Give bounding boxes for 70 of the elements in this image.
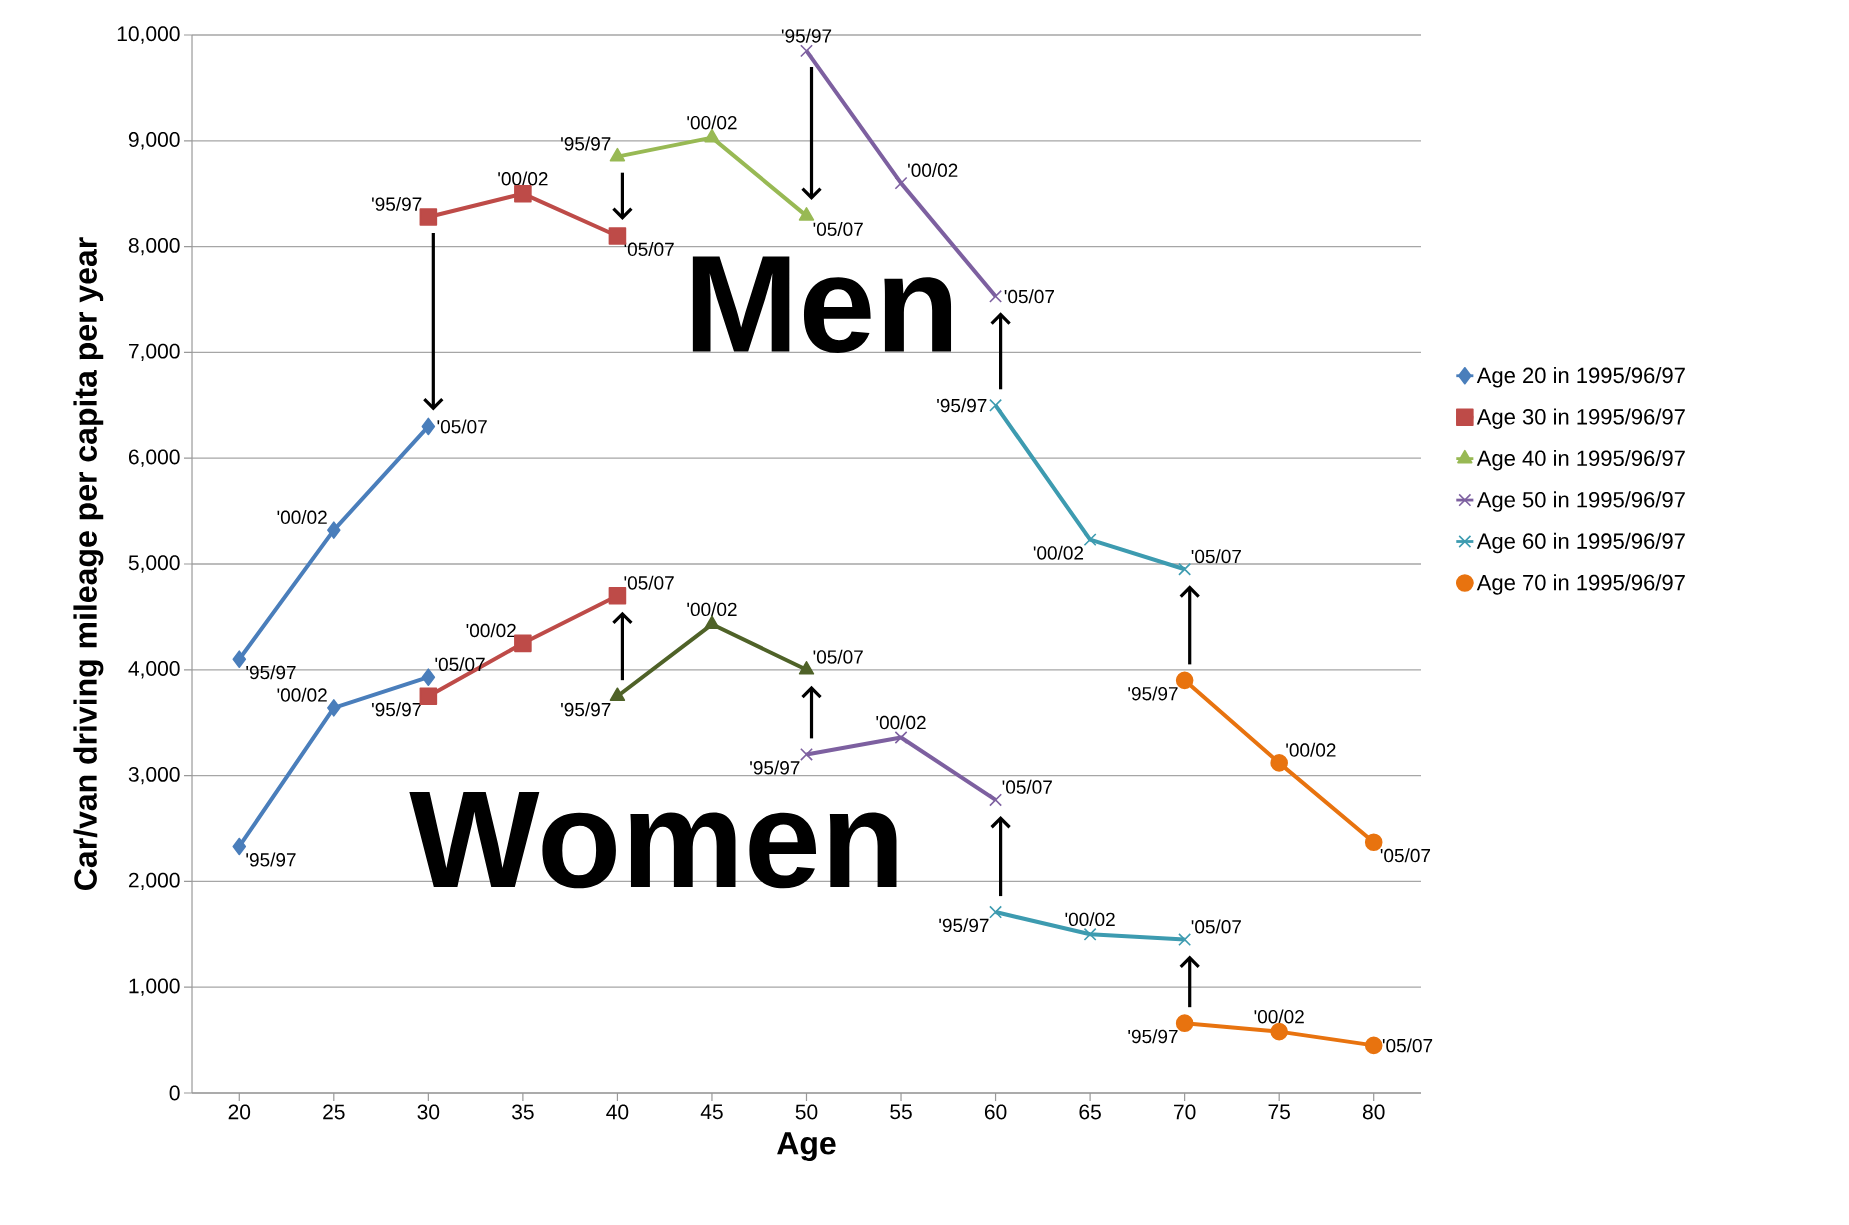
annotation: '95/97 xyxy=(1128,686,1178,701)
y-tick-label: 2,000 xyxy=(128,872,180,891)
annotation: '05/07 xyxy=(624,575,674,590)
legend-label: Age 30 in 1995/96/97 xyxy=(1476,408,1685,429)
annotation: '00/02 xyxy=(1254,1009,1304,1024)
x-tick-label: 55 xyxy=(890,1104,912,1120)
y-tick-label: 3,000 xyxy=(128,766,180,785)
x-tick-label: 35 xyxy=(512,1104,534,1120)
annotation: '00/02 xyxy=(908,163,958,178)
annotation: '00/02 xyxy=(277,687,327,702)
y-tick-label: 4,000 xyxy=(128,661,180,679)
y-axis-title: Car/van driving mileage per capita per year xyxy=(73,237,104,890)
annotation: '05/07 xyxy=(1380,848,1431,863)
annotation: '00/02 xyxy=(687,115,737,130)
x-tick-label: 40 xyxy=(606,1104,629,1120)
y-tick-label: 6,000 xyxy=(128,449,180,467)
annotation: '05/07 xyxy=(437,419,487,434)
annotation: '05/07 xyxy=(435,657,485,672)
x-tick-label: 75 xyxy=(1268,1104,1290,1120)
x-tick-label: 80 xyxy=(1362,1104,1385,1120)
annotation: '05/07 xyxy=(813,649,863,664)
annotation: '00/02 xyxy=(876,715,926,730)
x-tick-label: 60 xyxy=(984,1104,1007,1120)
annotation: '95/97 xyxy=(372,196,422,211)
annotation: Women xyxy=(409,791,897,889)
annotation: '00/02 xyxy=(687,602,737,617)
legend-label: Age 50 in 1995/96/97 xyxy=(1476,491,1685,512)
annotation: '00/02 xyxy=(1286,742,1336,757)
x-tick-label: 65 xyxy=(1079,1104,1101,1120)
annotation: '95/97 xyxy=(246,852,296,867)
annotation: '00/02 xyxy=(1033,545,1084,560)
x-tick-label: 50 xyxy=(795,1104,818,1120)
annotation: '00/02 xyxy=(498,171,548,186)
annotation: Men xyxy=(692,256,952,353)
annotation: '95/97 xyxy=(937,398,987,413)
annotation: '00/02 xyxy=(1065,912,1115,927)
annotation: '95/97 xyxy=(561,136,611,151)
annotation: '95/97 xyxy=(781,28,832,43)
y-tick-label: 8,000 xyxy=(128,237,180,256)
annotation: '95/97 xyxy=(750,760,800,775)
y-tick-label: 5,000 xyxy=(128,555,180,573)
x-tick-label: 20 xyxy=(228,1104,251,1120)
annotation: '05/07 xyxy=(1191,919,1241,934)
annotation: '00/02 xyxy=(466,623,516,638)
annotation: '95/97 xyxy=(372,702,422,717)
annotation: '05/07 xyxy=(1004,289,1054,304)
annotation: '95/97 xyxy=(561,702,611,717)
legend-label: Age 70 in 1995/96/97 xyxy=(1476,574,1685,595)
y-tick-label: 0 xyxy=(169,1085,180,1101)
annotation: '95/97 xyxy=(1128,1029,1178,1044)
y-tick-label: 7,000 xyxy=(129,343,180,362)
annotation: '00/02 xyxy=(277,510,327,525)
x-tick-label: 70 xyxy=(1174,1104,1196,1120)
x-tick-label: 30 xyxy=(417,1104,440,1120)
x-tick-label: 25 xyxy=(323,1104,345,1120)
annotation: '05/07 xyxy=(1191,549,1241,564)
annotation: '95/97 xyxy=(939,918,989,933)
annotation: '05/07 xyxy=(624,242,674,257)
annotation: '95/97 xyxy=(246,665,296,680)
legend-label: Age 20 in 1995/96/97 xyxy=(1476,367,1685,388)
legend-label: Age 40 in 1995/96/97 xyxy=(1476,449,1685,471)
annotation: '05/07 xyxy=(1382,1038,1433,1053)
y-tick-label: 10,000 xyxy=(117,26,180,44)
x-tick-label: 45 xyxy=(700,1104,723,1120)
annotation: '05/07 xyxy=(1002,779,1052,794)
y-tick-label: 9,000 xyxy=(128,132,180,150)
legend-label: Age 60 in 1995/96/97 xyxy=(1476,532,1685,554)
annotation: '05/07 xyxy=(813,222,863,236)
x-axis-title: Age xyxy=(777,1132,836,1162)
y-tick-label: 1,000 xyxy=(129,978,180,996)
